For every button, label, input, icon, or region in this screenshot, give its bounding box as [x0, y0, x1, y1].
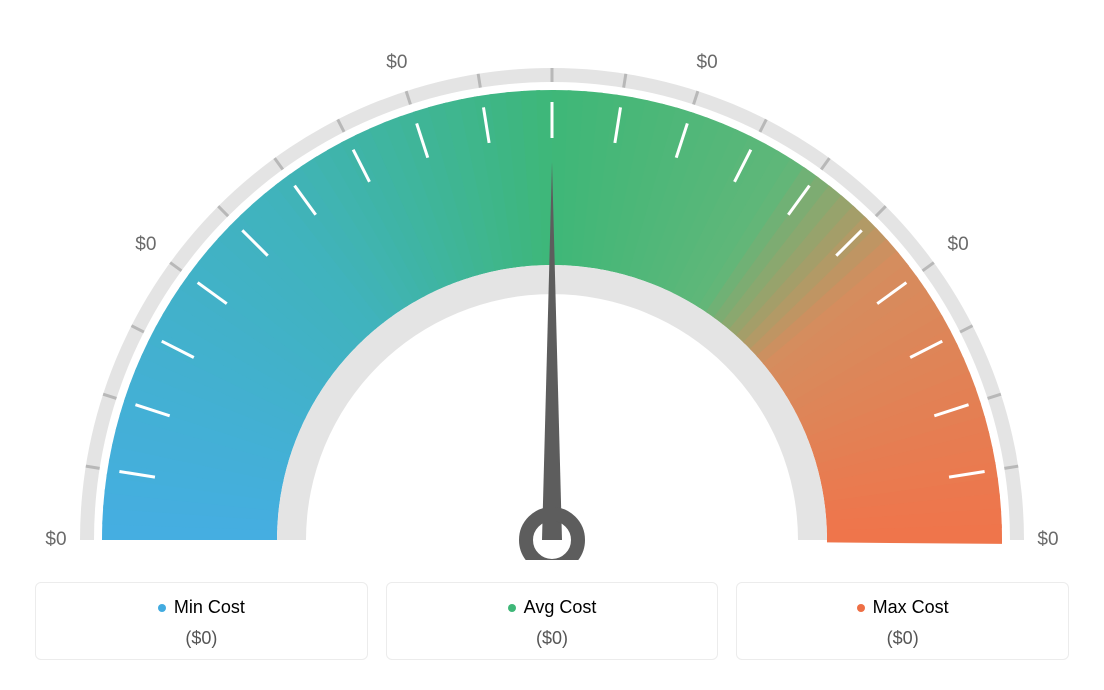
legend-card-avg: Avg Cost ($0) — [386, 582, 719, 660]
legend-dot-min — [158, 604, 166, 612]
legend-label-avg: Avg Cost — [524, 597, 597, 618]
legend-card-min: Min Cost ($0) — [35, 582, 368, 660]
legend-value-max: ($0) — [737, 628, 1068, 649]
legend-title-avg: Avg Cost — [508, 597, 597, 618]
legend-label-min: Min Cost — [174, 597, 245, 618]
legend-label-max: Max Cost — [873, 597, 949, 618]
gauge-tick-label: $0 — [948, 234, 969, 256]
legend-row: Min Cost ($0) Avg Cost ($0) Max Cost ($0… — [0, 582, 1104, 690]
legend-value-avg: ($0) — [387, 628, 718, 649]
gauge-tick-label: $0 — [697, 52, 718, 74]
legend-value-min: ($0) — [36, 628, 367, 649]
legend-card-max: Max Cost ($0) — [736, 582, 1069, 660]
gauge-tick-label: $0 — [45, 529, 66, 551]
gauge-chart: $0 $0 $0 $0 $0 $0 — [0, 0, 1104, 560]
legend-dot-avg — [508, 604, 516, 612]
gauge-tick-label: $0 — [1037, 529, 1058, 551]
gauge-svg — [0, 0, 1104, 560]
legend-title-min: Min Cost — [158, 597, 245, 618]
legend-title-max: Max Cost — [857, 597, 949, 618]
gauge-tick-label: $0 — [386, 52, 407, 74]
legend-dot-max — [857, 604, 865, 612]
gauge-tick-label: $0 — [135, 234, 156, 256]
